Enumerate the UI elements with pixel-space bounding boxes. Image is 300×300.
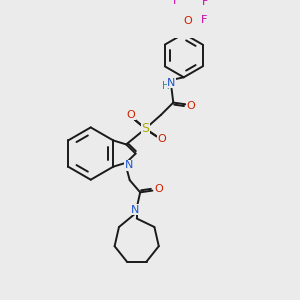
Text: F: F: [201, 15, 207, 25]
Text: F: F: [173, 0, 179, 6]
Text: N: N: [131, 205, 139, 215]
Text: N: N: [125, 160, 133, 170]
Text: O: O: [186, 101, 195, 111]
Text: S: S: [141, 122, 149, 135]
Text: O: O: [184, 16, 193, 26]
Text: H: H: [162, 81, 169, 91]
Text: N: N: [167, 77, 176, 88]
Text: O: O: [158, 134, 166, 144]
Text: O: O: [126, 110, 135, 120]
Text: O: O: [154, 184, 163, 194]
Text: F: F: [202, 0, 209, 7]
